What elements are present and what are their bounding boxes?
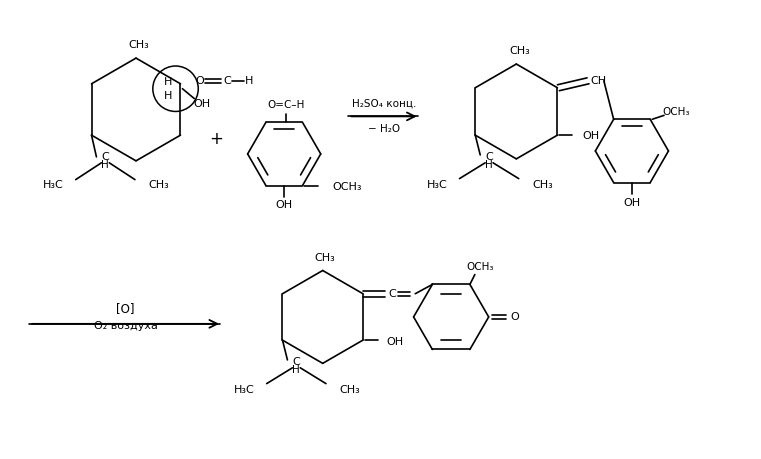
Text: C: C [389, 289, 396, 299]
Text: C: C [292, 357, 300, 367]
Text: O=C–H: O=C–H [267, 101, 305, 111]
Text: C: C [101, 152, 110, 162]
Text: H: H [164, 77, 172, 87]
Text: CH₃: CH₃ [533, 179, 553, 190]
Text: O: O [195, 76, 204, 86]
Text: H: H [244, 76, 253, 86]
Text: C: C [486, 152, 493, 162]
Text: O₂ воздуха: O₂ воздуха [94, 321, 158, 331]
Text: O: O [510, 312, 519, 322]
Text: OH: OH [623, 198, 641, 208]
Text: CH: CH [591, 76, 607, 86]
Text: H₂SO₄ конц.: H₂SO₄ конц. [352, 99, 416, 108]
Text: [O]: [O] [116, 302, 135, 315]
Text: OH: OH [387, 337, 404, 347]
Text: CH₃: CH₃ [129, 40, 149, 50]
Text: H: H [486, 160, 493, 170]
Text: OCH₃: OCH₃ [662, 107, 689, 118]
Text: OCH₃: OCH₃ [466, 262, 494, 272]
Text: CH₃: CH₃ [314, 252, 335, 263]
Text: H: H [101, 160, 110, 170]
Text: − H₂O: − H₂O [368, 124, 400, 134]
Text: OH: OH [582, 131, 599, 141]
Text: C: C [223, 76, 231, 86]
Text: CH₃: CH₃ [340, 385, 361, 395]
Text: H₃C: H₃C [43, 179, 64, 190]
Text: OCH₃: OCH₃ [332, 182, 361, 191]
Text: H₃C: H₃C [234, 385, 255, 395]
Text: H: H [292, 365, 300, 375]
Text: OH: OH [193, 99, 211, 108]
Text: CH₃: CH₃ [149, 179, 170, 190]
Text: CH₃: CH₃ [509, 46, 530, 56]
Text: H: H [164, 90, 172, 101]
Text: H₃C: H₃C [427, 179, 447, 190]
Text: OH: OH [275, 200, 293, 210]
Text: +: + [209, 130, 223, 148]
